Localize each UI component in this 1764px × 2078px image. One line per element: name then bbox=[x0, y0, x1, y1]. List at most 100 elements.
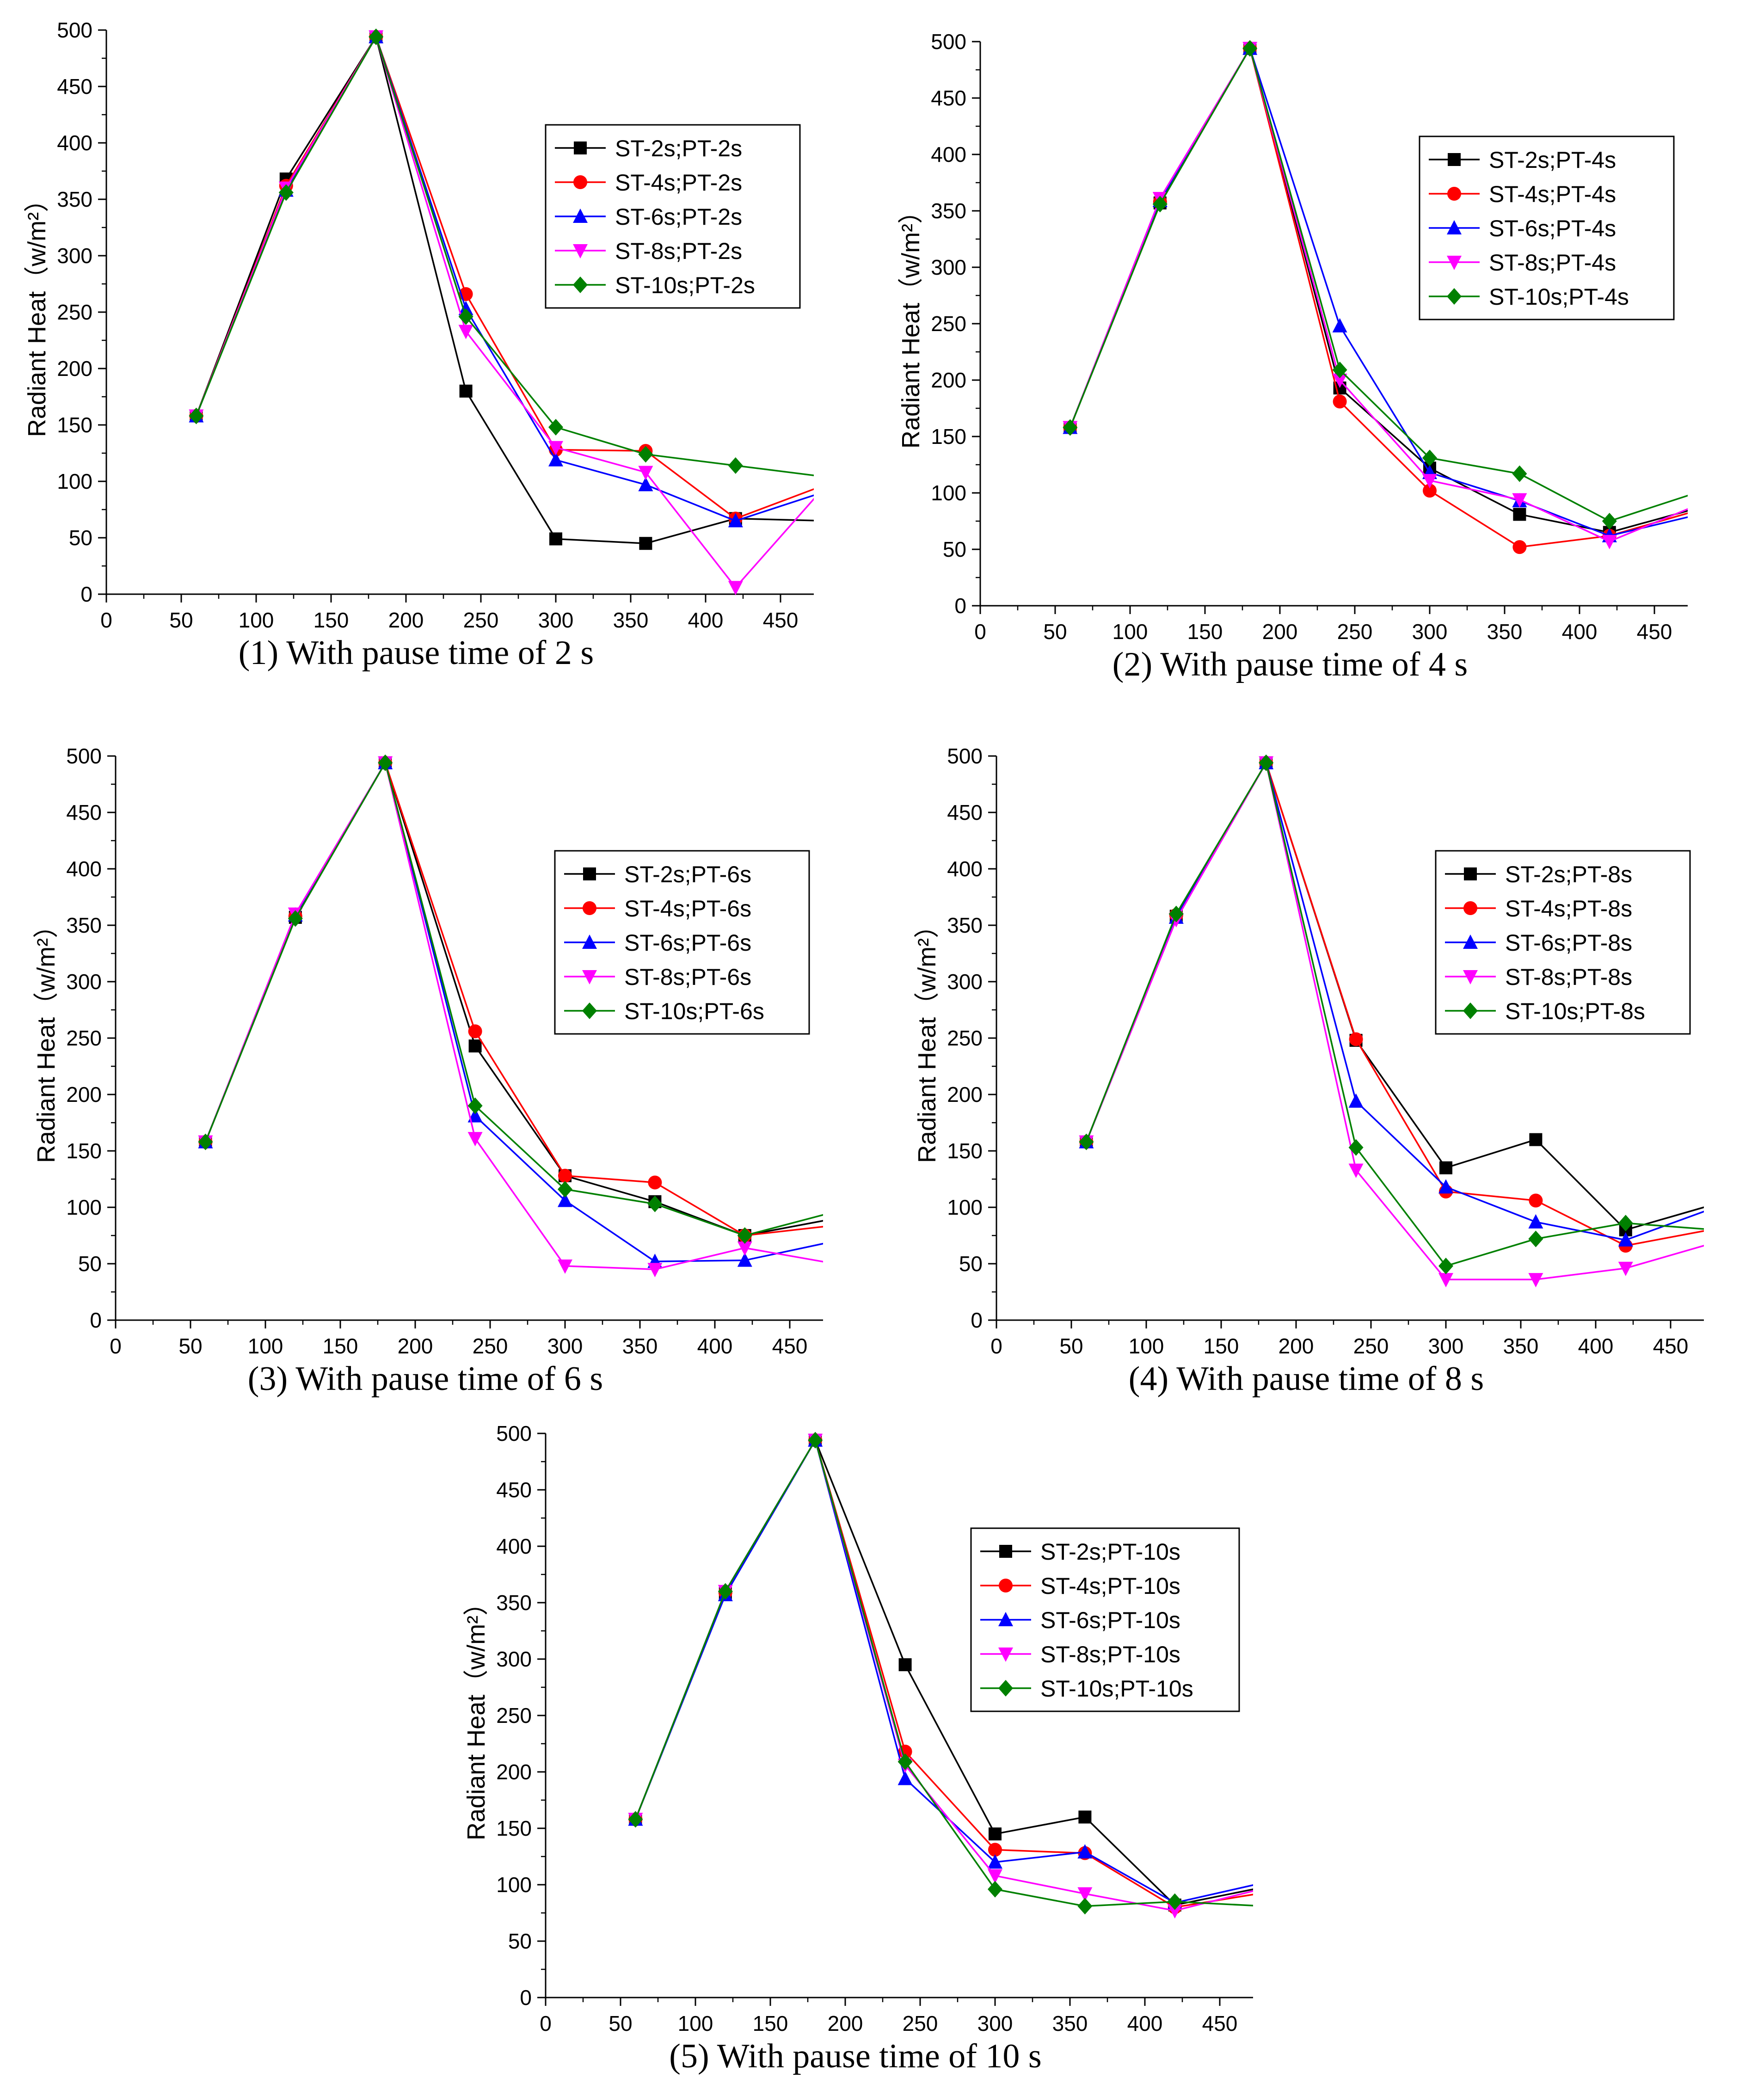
y-tick-label: 250 bbox=[66, 1026, 102, 1050]
data-point bbox=[1332, 318, 1347, 332]
data-point bbox=[988, 1881, 1002, 1898]
series-ST-10s;PT-2s bbox=[189, 28, 833, 486]
series-line bbox=[195, 35, 826, 589]
y-tick-label: 300 bbox=[947, 970, 983, 994]
data-point bbox=[1422, 449, 1437, 467]
y-tick-label: 350 bbox=[947, 913, 983, 937]
data-point bbox=[378, 754, 393, 771]
legend-label: ST-2s;PT-10s bbox=[1040, 1539, 1180, 1565]
legend-marker bbox=[1448, 153, 1461, 166]
legend-item: ST-8s;PT-6s bbox=[564, 964, 751, 990]
series-line bbox=[1069, 46, 1700, 542]
x-tick-label: 300 bbox=[1412, 620, 1448, 644]
series-ST-8s;PT-2s bbox=[189, 30, 833, 596]
axes: 0 50 100 150 200 250 300 350 400 450 500 0 50 100 150 2… bbox=[931, 30, 1747, 644]
y-tick-label: 50 bbox=[78, 1252, 102, 1276]
legend-label: ST-10s;PT-2s bbox=[615, 272, 755, 298]
legend-label: ST-2s;PT-6s bbox=[624, 861, 751, 887]
y-tick-label: 100 bbox=[66, 1195, 102, 1219]
x-tick-label: 200 bbox=[828, 2011, 863, 2035]
x-tick-label: 350 bbox=[622, 1334, 658, 1358]
legend-label: ST-4s;PT-10s bbox=[1040, 1573, 1180, 1599]
legend: ST-2s;PT-4s ST-4s;PT-4s ST-6s;PT-4s ST-8s;P… bbox=[1419, 135, 1675, 320]
y-tick-label: 350 bbox=[57, 187, 92, 211]
y-tick-label: 0 bbox=[520, 1986, 532, 2010]
chart-svg-5: 0 50 100 150 200 250 300 350 400 450 500 0 50 100 150 2… bbox=[462, 1421, 1312, 2070]
data-point bbox=[1602, 513, 1617, 529]
data-point bbox=[278, 184, 294, 201]
legend-item: ST-2s;PT-4s bbox=[1429, 147, 1616, 173]
data-point bbox=[1333, 394, 1347, 409]
y-tick-label: 350 bbox=[496, 1591, 532, 1615]
y-tick-label: 100 bbox=[57, 469, 92, 493]
data-point bbox=[1077, 1898, 1093, 1915]
data-point bbox=[458, 308, 473, 325]
legend-marker bbox=[998, 1680, 1013, 1697]
x-tick-label: 350 bbox=[613, 608, 649, 632]
y-tick-label: 450 bbox=[947, 800, 983, 824]
legend-label: ST-8s;PT-8s bbox=[1505, 964, 1632, 990]
legend-label: ST-8s;PT-4s bbox=[1489, 250, 1616, 276]
y-tick-label: 200 bbox=[931, 368, 966, 392]
series-line bbox=[195, 35, 826, 478]
data-point bbox=[198, 1133, 213, 1150]
data-point bbox=[558, 1259, 572, 1274]
x-tick-label: 100 bbox=[239, 608, 274, 632]
x-tick-label: 150 bbox=[1187, 620, 1223, 644]
y-tick-label: 0 bbox=[954, 594, 966, 618]
x-tick-label: 50 bbox=[178, 1334, 202, 1358]
data-point bbox=[1167, 1904, 1182, 1919]
y-tick-label: 300 bbox=[931, 255, 966, 279]
data-point bbox=[638, 477, 653, 492]
data-point bbox=[468, 1039, 482, 1053]
data-point bbox=[1529, 1133, 1543, 1146]
x-tick-label: 450 bbox=[1653, 1334, 1689, 1358]
data-point bbox=[458, 301, 473, 315]
y-tick-label: 150 bbox=[496, 1816, 532, 1840]
x-tick-label: 350 bbox=[1487, 620, 1523, 644]
y-tick-label: 400 bbox=[947, 857, 983, 881]
y-tick-label: 500 bbox=[931, 30, 966, 54]
data-point bbox=[1079, 1133, 1094, 1150]
data-point bbox=[1528, 1230, 1543, 1248]
data-point bbox=[648, 1175, 662, 1190]
y-tick-label: 200 bbox=[496, 1760, 532, 1784]
data-point bbox=[628, 1811, 643, 1828]
legend-marker bbox=[583, 901, 596, 915]
data-point bbox=[369, 28, 384, 45]
data-point bbox=[548, 452, 563, 467]
series-line bbox=[195, 35, 826, 544]
legend-marker bbox=[1447, 288, 1462, 305]
y-tick-label: 150 bbox=[66, 1139, 102, 1163]
data-point bbox=[1602, 535, 1617, 549]
data-point bbox=[548, 441, 563, 455]
legend-item: ST-8s;PT-10s bbox=[980, 1641, 1180, 1667]
x-tick-label: 50 bbox=[1043, 620, 1067, 644]
x-tick-label: 50 bbox=[169, 608, 193, 632]
data-point bbox=[1439, 1161, 1452, 1174]
legend-label: ST-2s;PT-4s bbox=[1489, 147, 1616, 173]
legend: ST-2s;PT-2s ST-4s;PT-2s ST-6s;PT-2s ST-8s;P… bbox=[545, 124, 801, 309]
y-tick-label: 400 bbox=[931, 142, 966, 166]
legend: ST-2s;PT-6s ST-4s;PT-6s ST-6s;PT-6s ST-8s;P… bbox=[554, 850, 810, 1035]
x-tick-label: 300 bbox=[538, 608, 574, 632]
y-tick-label: 350 bbox=[66, 913, 102, 937]
x-tick-label: 100 bbox=[1129, 1334, 1164, 1358]
legend-label: ST-6s;PT-10s bbox=[1040, 1607, 1180, 1633]
axes: 0 50 100 150 200 250 300 350 400 450 500 0 50 100 150 2… bbox=[66, 744, 882, 1358]
legend-item: ST-8s;PT-4s bbox=[1429, 250, 1616, 276]
axes: 0 50 100 150 200 250 300 350 400 450 500 0 50 100 150 2… bbox=[496, 1421, 1312, 2035]
data-point bbox=[1332, 374, 1347, 388]
chart-panel-5: 0 50 100 150 200 250 300 350 400 450 500 0 50 100 150 2… bbox=[458, 1413, 1312, 2075]
data-point bbox=[988, 1843, 1002, 1857]
chart-caption: (1) With pause time of 2 s bbox=[238, 634, 594, 672]
data-point bbox=[1512, 540, 1527, 554]
legend-marker bbox=[1463, 901, 1477, 915]
legend-item: ST-6s;PT-4s bbox=[1429, 215, 1616, 241]
legend-label: ST-8s;PT-6s bbox=[624, 964, 751, 990]
chart-panel-4: 0 50 100 150 200 250 300 350 400 450 500 0 50 100 150 2… bbox=[909, 735, 1763, 1398]
data-point bbox=[1438, 1179, 1453, 1194]
legend: ST-2s;PT-8s ST-4s;PT-8s ST-6s;PT-8s ST-8s;P… bbox=[1435, 850, 1691, 1035]
x-tick-label: 200 bbox=[388, 608, 424, 632]
